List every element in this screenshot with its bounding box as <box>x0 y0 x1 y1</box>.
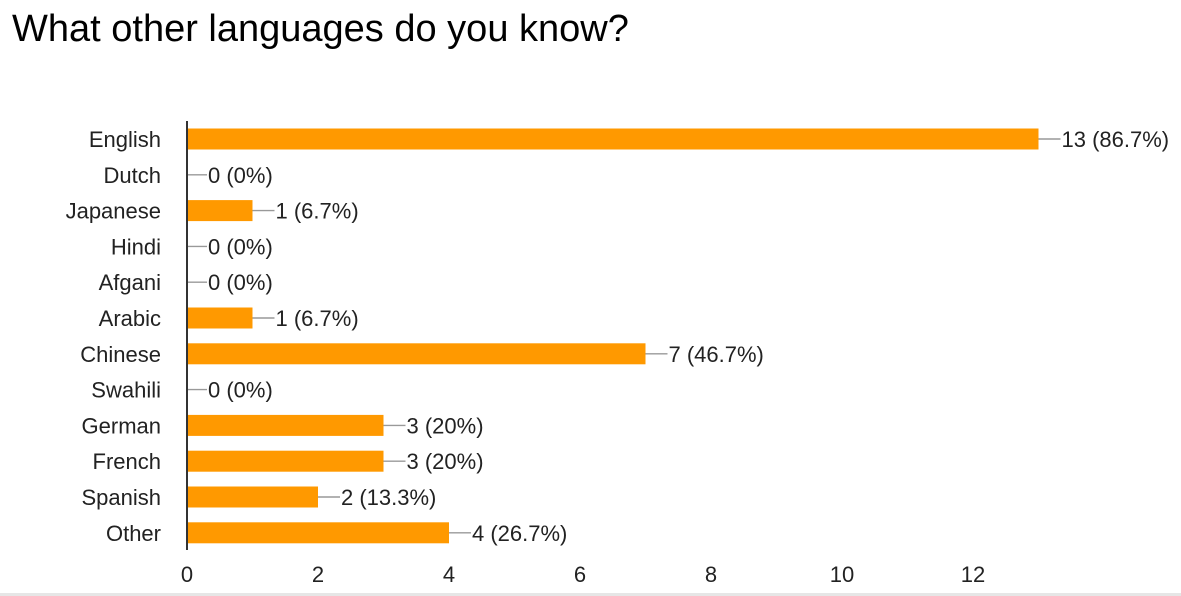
bar-german <box>187 414 384 436</box>
data-label-dutch: 0 (0%) <box>208 163 273 188</box>
bar-other <box>187 522 449 544</box>
data-label-german: 3 (20%) <box>407 413 484 438</box>
category-label-spanish: Spanish <box>81 485 161 510</box>
x-tick-label-8: 8 <box>705 562 717 587</box>
labels-layer: English 13 (86.7%) Dutch 0 (0%) Japanese 1 (6… <box>66 127 1170 587</box>
bars-layer <box>187 128 1039 544</box>
data-label-other: 4 (26.7%) <box>472 521 567 546</box>
bar-chinese <box>187 343 646 365</box>
bar-french <box>187 450 384 472</box>
bar-spanish <box>187 486 318 508</box>
data-label-hindi: 0 (0%) <box>208 234 273 259</box>
x-tick-label-10: 10 <box>830 562 854 587</box>
data-label-english: 13 (86.7%) <box>1062 127 1170 152</box>
category-label-hindi: Hindi <box>111 234 161 259</box>
data-label-arabic: 1 (6.7%) <box>276 306 359 331</box>
x-tick-label-6: 6 <box>574 562 586 587</box>
category-label-dutch: Dutch <box>104 163 161 188</box>
data-label-french: 3 (20%) <box>407 449 484 474</box>
x-tick-label-0: 0 <box>181 562 193 587</box>
bar-arabic <box>187 307 253 329</box>
data-label-chinese: 7 (46.7%) <box>669 342 764 367</box>
data-label-spanish: 2 (13.3%) <box>341 485 436 510</box>
category-label-german: German <box>82 413 161 438</box>
bar-japanese <box>187 200 253 222</box>
bottom-divider <box>0 593 1181 596</box>
category-label-arabic: Arabic <box>99 306 161 331</box>
data-label-swahili: 0 (0%) <box>208 378 273 403</box>
data-label-japanese: 1 (6.7%) <box>276 199 359 224</box>
x-tick-label-12: 12 <box>961 562 985 587</box>
category-label-english: English <box>89 127 161 152</box>
category-label-other: Other <box>106 521 161 546</box>
category-label-french: French <box>93 449 161 474</box>
bar-english <box>187 128 1039 150</box>
chart-title: What other languages do you know? <box>12 8 629 50</box>
category-label-afgani: Afgani <box>99 270 161 295</box>
category-label-chinese: Chinese <box>80 342 161 367</box>
x-tick-label-4: 4 <box>443 562 455 587</box>
category-label-swahili: Swahili <box>91 378 161 403</box>
category-label-japanese: Japanese <box>66 199 161 224</box>
x-tick-label-2: 2 <box>312 562 324 587</box>
leader-lines-layer <box>187 138 1061 534</box>
data-label-afgani: 0 (0%) <box>208 270 273 295</box>
